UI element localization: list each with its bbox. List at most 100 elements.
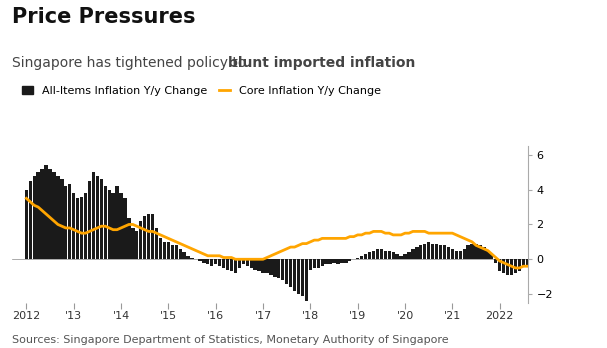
Bar (64, 186, 67, 259)
Bar (68, 184, 72, 259)
Bar (36, 172, 40, 259)
Bar (92, 172, 95, 259)
Bar (107, 190, 111, 259)
Bar (191, 258, 194, 259)
Legend: All-Items Inflation Y/y Change, Core Inflation Y/y Change: All-Items Inflation Y/y Change, Core Inf… (18, 81, 385, 100)
Bar (273, 259, 277, 277)
Bar (379, 249, 383, 259)
Bar (553, 259, 557, 264)
Bar (435, 244, 438, 259)
Bar (443, 245, 446, 259)
Bar (297, 259, 300, 294)
Bar (320, 259, 324, 266)
Bar (510, 259, 513, 275)
Bar (72, 193, 75, 259)
Bar (96, 176, 99, 259)
Bar (198, 259, 202, 261)
Bar (186, 256, 190, 259)
Bar (399, 256, 403, 259)
Bar (301, 259, 304, 296)
Bar (226, 259, 229, 270)
Bar (565, 258, 568, 259)
Bar (431, 244, 434, 259)
Text: Price Pressures: Price Pressures (12, 7, 195, 27)
Bar (135, 231, 138, 259)
Bar (415, 247, 419, 259)
Bar (371, 251, 375, 259)
Bar (463, 249, 466, 259)
Bar (478, 245, 481, 259)
Bar (348, 259, 351, 261)
Bar (455, 251, 458, 259)
Bar (313, 259, 316, 268)
Bar (104, 186, 107, 259)
Bar (336, 259, 340, 264)
Bar (506, 259, 509, 275)
Bar (277, 259, 280, 278)
Bar (115, 186, 119, 259)
Bar (44, 165, 48, 259)
Bar (52, 172, 56, 259)
Bar (344, 259, 348, 263)
Bar (151, 214, 154, 259)
Bar (56, 176, 59, 259)
Bar (305, 259, 308, 301)
Bar (605, 184, 607, 259)
Bar (123, 198, 127, 259)
Bar (88, 181, 91, 259)
Bar (127, 218, 131, 259)
Bar (482, 247, 486, 259)
Bar (262, 259, 265, 273)
Bar (218, 259, 222, 266)
Bar (589, 216, 592, 259)
Bar (600, 190, 604, 259)
Bar (325, 259, 328, 264)
Bar (368, 252, 371, 259)
Bar (427, 242, 430, 259)
Bar (333, 259, 336, 263)
Text: Sources: Singapore Department of Statistics, Monetary Authority of Singapore: Sources: Singapore Department of Statist… (12, 334, 449, 345)
Bar (238, 259, 241, 268)
Bar (33, 176, 36, 259)
Bar (592, 207, 596, 259)
Bar (80, 197, 83, 259)
Bar (222, 259, 225, 268)
Bar (549, 259, 552, 266)
Bar (143, 216, 146, 259)
Bar (498, 259, 501, 271)
Bar (597, 198, 600, 259)
Bar (376, 249, 379, 259)
Bar (270, 259, 273, 275)
Bar (328, 259, 332, 264)
Bar (234, 259, 237, 273)
Bar (364, 254, 367, 259)
Bar (254, 259, 257, 270)
Bar (163, 242, 166, 259)
Bar (285, 259, 288, 284)
Bar (249, 259, 253, 268)
Bar (293, 259, 296, 291)
Bar (585, 223, 588, 259)
Bar (281, 259, 285, 280)
Bar (139, 221, 143, 259)
Bar (356, 258, 359, 259)
Bar (25, 190, 28, 259)
Bar (403, 254, 407, 259)
Bar (210, 259, 214, 266)
Bar (537, 259, 541, 263)
Bar (419, 245, 422, 259)
Bar (423, 244, 427, 259)
Bar (360, 256, 364, 259)
Bar (167, 242, 170, 259)
Bar (534, 259, 537, 263)
Bar (29, 181, 32, 259)
Bar (450, 249, 454, 259)
Bar (573, 251, 576, 259)
Bar (518, 259, 521, 271)
Bar (246, 259, 249, 266)
Bar (183, 252, 186, 259)
Bar (341, 259, 344, 263)
Bar (387, 251, 391, 259)
Bar (466, 245, 470, 259)
Bar (257, 259, 261, 271)
